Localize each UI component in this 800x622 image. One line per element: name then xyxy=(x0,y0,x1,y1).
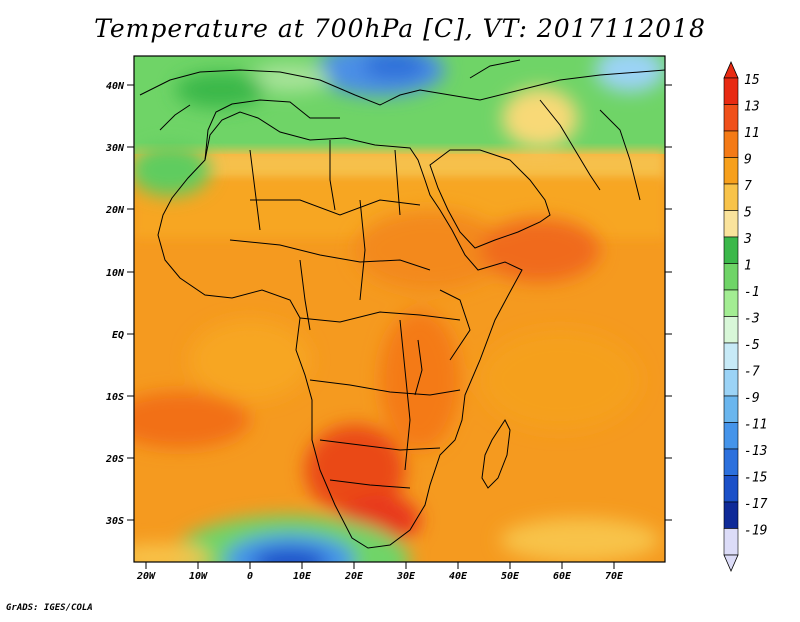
colorbar-label: -3 xyxy=(744,312,760,327)
colorbar-label: -9 xyxy=(744,391,760,406)
colorbar-swatch xyxy=(723,342,739,370)
colorbar-label: -11 xyxy=(744,418,767,433)
colorbar-swatch xyxy=(723,236,739,264)
colorbar-swatch xyxy=(723,77,739,105)
lon-label-20e: 20E xyxy=(344,571,364,582)
lon-label-10w: 10W xyxy=(189,571,208,582)
colorbar-swatch xyxy=(723,104,739,132)
colorbar-swatch xyxy=(723,183,739,211)
lon-label-60e: 60E xyxy=(553,571,572,582)
colorbar-label: 13 xyxy=(744,100,760,115)
colorbar-label: -19 xyxy=(744,524,767,539)
colorbar-swatch xyxy=(723,528,739,556)
colorbar-swatch xyxy=(723,475,739,503)
lat-label-30s: 30S xyxy=(105,516,124,527)
arabian-peninsula xyxy=(429,149,551,249)
lat-label-30n: 30N xyxy=(105,143,125,154)
lon-label-10e: 10E xyxy=(293,571,312,582)
colorbar-swatch xyxy=(723,289,739,317)
colorbar-swatch xyxy=(723,448,739,476)
credit-text: GrADS: IGES/COLA xyxy=(6,603,93,613)
lon-label-50e: 50E xyxy=(501,571,520,582)
lon-label-20w: 20W xyxy=(136,571,156,582)
lat-label-10n: 10N xyxy=(106,268,125,279)
latitude-labels: 40N 30N 20N 10N EQ 10S 20S 30S xyxy=(105,81,125,527)
latitude-axis xyxy=(127,84,672,521)
colorbar-label: -15 xyxy=(744,471,768,486)
colorbar-swatch xyxy=(723,130,739,158)
colorbar-label: 3 xyxy=(743,232,752,247)
colorbar-label: -1 xyxy=(744,285,760,300)
coastlines-and-borders xyxy=(139,59,665,549)
colorbar: 15 13 11 9 7 5 3 1 -1 -3 -5 -7 -9 -11 -13 -15 -17 -19 xyxy=(723,61,768,572)
temperature-field xyxy=(134,56,665,562)
madagascar xyxy=(481,418,511,489)
colorbar-swatch xyxy=(723,316,739,344)
longitude-labels: 20W 10W 0 10E 20E 30E 40E 50E 60E 70E xyxy=(136,571,624,582)
colorbar-swatch xyxy=(723,422,739,450)
longitude-axis xyxy=(145,562,615,569)
colorbar-label: 5 xyxy=(744,206,752,221)
lat-label-eq: EQ xyxy=(112,330,124,341)
colorbar-swatch xyxy=(723,210,739,238)
colorbar-label: 7 xyxy=(744,179,752,194)
band-sahara-yellow xyxy=(134,150,665,182)
colorbar-swatch xyxy=(723,263,739,291)
lon-label-40e: 40E xyxy=(449,571,468,582)
colorbar-label: 11 xyxy=(744,126,760,141)
colorbar-label: 15 xyxy=(744,73,760,88)
map-title: Temperature at 700hPa [C], VT: 201711201… xyxy=(94,14,706,43)
lat-label-20n: 20N xyxy=(105,205,125,216)
colorbar-label: -5 xyxy=(744,338,760,353)
europe-coast xyxy=(139,69,665,106)
lon-label-30e: 30E xyxy=(396,571,416,582)
colorbar-label: 1 xyxy=(744,259,752,274)
colorbar-swatch xyxy=(723,501,739,529)
colorbar-swatch xyxy=(723,395,739,423)
africa-coastline xyxy=(157,111,523,549)
lat-label-40n: 40N xyxy=(106,81,125,92)
colorbar-swatch xyxy=(723,369,739,397)
lat-label-10s: 10S xyxy=(106,392,124,403)
colorbar-min-arrow xyxy=(723,554,739,572)
colorbar-label: -7 xyxy=(744,365,760,380)
lon-label-70e: 70E xyxy=(605,571,624,582)
lon-label-0: 0 xyxy=(247,571,253,582)
colorbar-swatch xyxy=(723,157,739,185)
colorbar-label: -13 xyxy=(744,444,767,459)
lat-label-20s: 20S xyxy=(105,454,124,465)
colorbar-label: -17 xyxy=(744,497,768,512)
colorbar-max-arrow xyxy=(723,61,739,79)
plot-frame xyxy=(133,55,666,563)
colorbar-label: 9 xyxy=(744,153,752,168)
